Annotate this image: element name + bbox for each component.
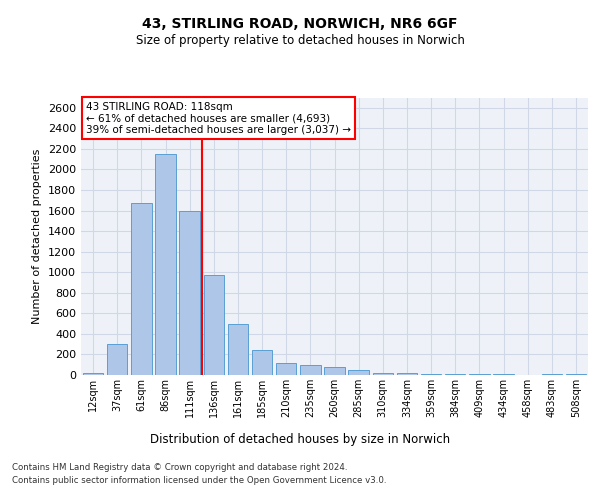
Bar	[324, 367, 345, 375]
Bar	[155, 154, 176, 375]
Bar	[373, 373, 393, 375]
Bar	[227, 324, 248, 375]
Bar	[397, 374, 417, 375]
Bar	[107, 344, 127, 375]
Bar	[469, 374, 490, 375]
Text: Distribution of detached houses by size in Norwich: Distribution of detached houses by size …	[150, 432, 450, 446]
Text: Size of property relative to detached houses in Norwich: Size of property relative to detached ho…	[136, 34, 464, 47]
Bar	[300, 364, 320, 375]
Y-axis label: Number of detached properties: Number of detached properties	[32, 148, 43, 324]
Bar	[421, 374, 442, 375]
Bar	[542, 374, 562, 375]
Text: 43 STIRLING ROAD: 118sqm
← 61% of detached houses are smaller (4,693)
39% of sem: 43 STIRLING ROAD: 118sqm ← 61% of detach…	[86, 102, 351, 135]
Bar	[276, 362, 296, 375]
Bar	[179, 210, 200, 375]
Bar	[131, 204, 152, 375]
Bar	[566, 374, 586, 375]
Bar	[203, 276, 224, 375]
Bar	[252, 350, 272, 375]
Text: Contains public sector information licensed under the Open Government Licence v3: Contains public sector information licen…	[12, 476, 386, 485]
Bar	[445, 374, 466, 375]
Bar	[349, 370, 369, 375]
Bar	[493, 374, 514, 375]
Text: 43, STIRLING ROAD, NORWICH, NR6 6GF: 43, STIRLING ROAD, NORWICH, NR6 6GF	[142, 18, 458, 32]
Text: Contains HM Land Registry data © Crown copyright and database right 2024.: Contains HM Land Registry data © Crown c…	[12, 462, 347, 471]
Bar	[83, 373, 103, 375]
